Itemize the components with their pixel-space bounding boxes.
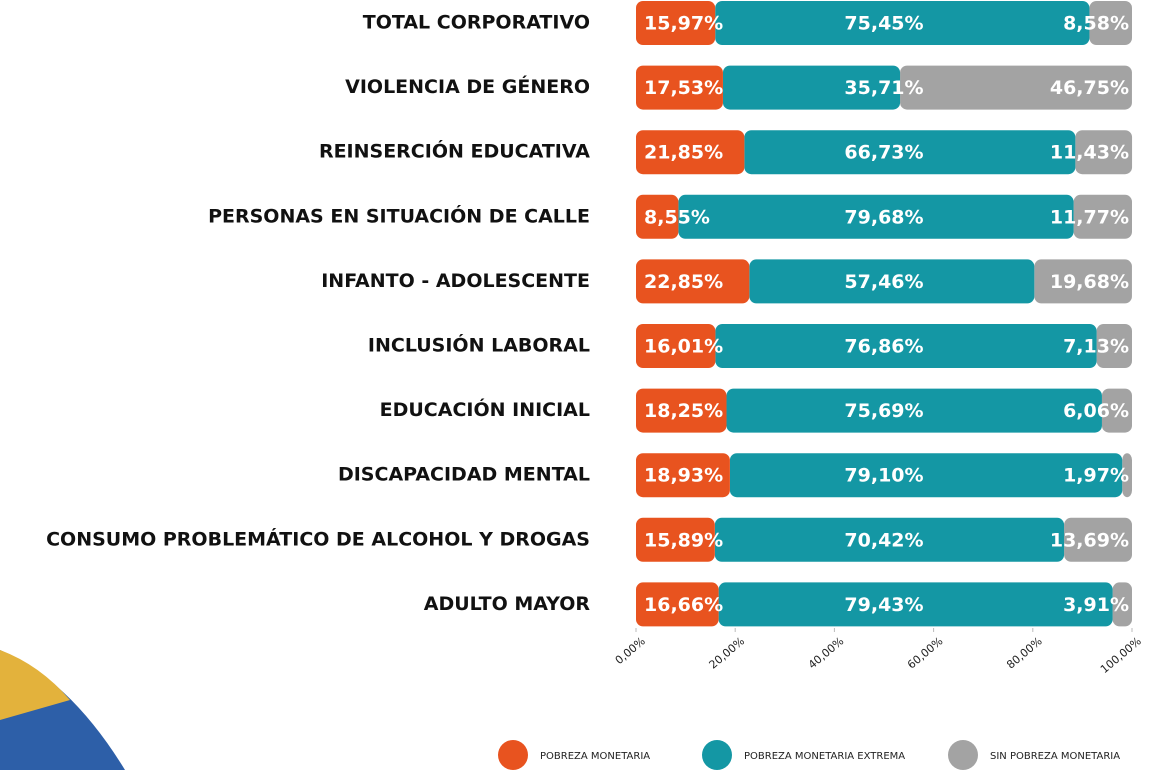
value-label: 19,68%	[1050, 271, 1129, 293]
value-label: 13,69%	[1050, 529, 1129, 551]
value-label: 76,86%	[844, 336, 923, 358]
value-label: 8,58%	[1063, 13, 1129, 35]
category-label: PERSONAS EN SITUACIÓN DE CALLE	[208, 203, 590, 227]
legend-marker	[948, 740, 978, 770]
value-label: 8,55%	[644, 206, 710, 228]
category-label: DISCAPACIDAD MENTAL	[338, 464, 590, 486]
value-label: 21,85%	[644, 142, 723, 164]
category-label: TOTAL CORPORATIVO	[363, 12, 590, 34]
value-label: 66,73%	[844, 142, 923, 164]
value-label: 18,25%	[644, 400, 723, 422]
category-label: CONSUMO PROBLEMÁTICO DE ALCOHOL Y DROGAS	[46, 527, 590, 550]
value-label: 22,85%	[644, 271, 723, 293]
value-label: 17,53%	[644, 77, 723, 99]
x-tick-label: 0,00%	[613, 635, 648, 667]
x-tick-label: 60,00%	[905, 635, 945, 672]
value-label: 35,71%	[844, 77, 923, 99]
value-label: 15,97%	[644, 13, 723, 35]
value-label: 18,93%	[644, 465, 723, 487]
value-label: 46,75%	[1050, 77, 1129, 99]
category-label: INCLUSIÓN LABORAL	[368, 333, 590, 357]
value-label: 15,89%	[644, 529, 723, 551]
value-label: 3,91%	[1063, 594, 1129, 616]
value-label: 11,43%	[1050, 142, 1129, 164]
value-label: 7,13%	[1063, 336, 1129, 358]
x-tick-label: 80,00%	[1004, 635, 1044, 672]
category-label: EDUCACIÓN INICIAL	[380, 397, 590, 421]
value-label: 16,01%	[644, 336, 723, 358]
category-label: VIOLENCIA DE GÉNERO	[345, 75, 590, 98]
value-label: 70,42%	[844, 529, 923, 551]
value-label: 57,46%	[844, 271, 923, 293]
category-label: INFANTO - ADOLESCENTE	[321, 270, 590, 292]
value-label: 16,66%	[644, 594, 723, 616]
value-label: 75,45%	[844, 13, 923, 35]
legend-marker	[702, 740, 732, 770]
value-label: 1,97%	[1063, 465, 1129, 487]
x-tick-label: 40,00%	[806, 635, 846, 672]
legend-label: SIN POBREZA MONETARIA	[990, 751, 1120, 762]
legend-marker	[498, 740, 528, 770]
x-tick-label: 20,00%	[707, 635, 747, 672]
value-label: 11,77%	[1050, 206, 1129, 228]
value-label: 79,43%	[844, 594, 923, 616]
value-label: 75,69%	[844, 400, 923, 422]
category-label: ADULTO MAYOR	[424, 593, 591, 615]
chart: TOTAL CORPORATIVO 15,97% 75,45% 8,58% VIOLEN…	[0, 0, 1168, 770]
value-label: 79,10%	[844, 465, 923, 487]
value-label: 79,68%	[844, 206, 923, 228]
legend-label: POBREZA MONETARIA EXTREMA	[744, 751, 905, 762]
legend-label: POBREZA MONETARIA	[540, 751, 650, 762]
x-tick-label: 100,00%	[1098, 635, 1144, 676]
value-label: 6,06%	[1063, 400, 1129, 422]
category-label: REINSERCIÓN EDUCATIVA	[319, 139, 590, 163]
